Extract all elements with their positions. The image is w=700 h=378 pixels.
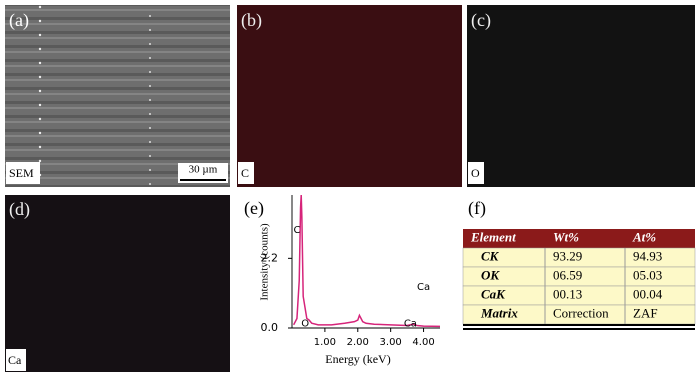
x-tick-label: 4.00 bbox=[412, 337, 434, 348]
table-header: Element bbox=[470, 229, 516, 244]
peak-label: O bbox=[301, 318, 309, 329]
scale-bar-label: 30 µm bbox=[189, 164, 218, 176]
x-axis-label: Energy (keV) bbox=[325, 352, 390, 366]
table-header: Wt% bbox=[553, 229, 579, 244]
x-tick-label: 3.00 bbox=[380, 337, 402, 348]
table: Element Wt% At% CK 93.29 94.93 OK 06.59 05.03 CaK… bbox=[462, 229, 696, 330]
table-cell: 05.03 bbox=[633, 267, 662, 282]
panel-label: (b) bbox=[241, 10, 262, 31]
spectrum: 0.0 2.2 1.00 2.00 3.00 4.00 C O Ca Ca bbox=[261, 194, 441, 348]
label-box bbox=[6, 162, 40, 184]
c-map bbox=[237, 5, 462, 187]
spectrum-line bbox=[292, 194, 441, 328]
o-map bbox=[467, 5, 695, 187]
panel-label: (f) bbox=[468, 198, 486, 219]
panel-label: (d) bbox=[9, 199, 30, 220]
y-axis-label: Intensity (counts) bbox=[259, 223, 271, 301]
table-header-bg bbox=[463, 229, 695, 248]
table-cell: 00.13 bbox=[553, 286, 582, 301]
table-cell: 94.93 bbox=[633, 248, 662, 263]
table-header: At% bbox=[632, 229, 656, 244]
peak-label: C bbox=[293, 225, 300, 236]
peak-label: Ca bbox=[417, 282, 430, 293]
label-box bbox=[468, 162, 484, 184]
scale-bar-box bbox=[178, 163, 228, 183]
panel-label: (a) bbox=[9, 10, 29, 31]
table-cell: 93.29 bbox=[553, 248, 582, 263]
y-tick-label: 2.2 bbox=[261, 251, 279, 264]
x-tick-label: 2.00 bbox=[347, 337, 369, 348]
table-row-head: OK bbox=[481, 267, 500, 282]
table-row-head: Matrix bbox=[480, 305, 518, 320]
table-row-head: CaK bbox=[481, 286, 506, 301]
panel-label: (c) bbox=[471, 10, 491, 31]
table-row-head: CK bbox=[481, 248, 500, 263]
table-cell: 06.59 bbox=[553, 267, 582, 282]
panel-label: (e) bbox=[244, 198, 264, 219]
map-label: C bbox=[241, 166, 249, 180]
ca-map bbox=[5, 195, 230, 372]
map-label: O bbox=[471, 166, 480, 180]
table-cell: Correction bbox=[553, 305, 609, 320]
y-tick-label: 0.0 bbox=[261, 321, 279, 334]
sem-image bbox=[5, 5, 230, 187]
map-label: Ca bbox=[8, 353, 22, 367]
table-cell: 00.04 bbox=[633, 286, 663, 301]
table-cell: ZAF bbox=[633, 305, 658, 320]
label-box bbox=[238, 162, 254, 184]
peak-label: Ca bbox=[404, 318, 417, 329]
x-tick-label: 1.00 bbox=[314, 337, 336, 348]
label-box bbox=[6, 349, 26, 371]
map-label: SEM bbox=[9, 166, 34, 180]
